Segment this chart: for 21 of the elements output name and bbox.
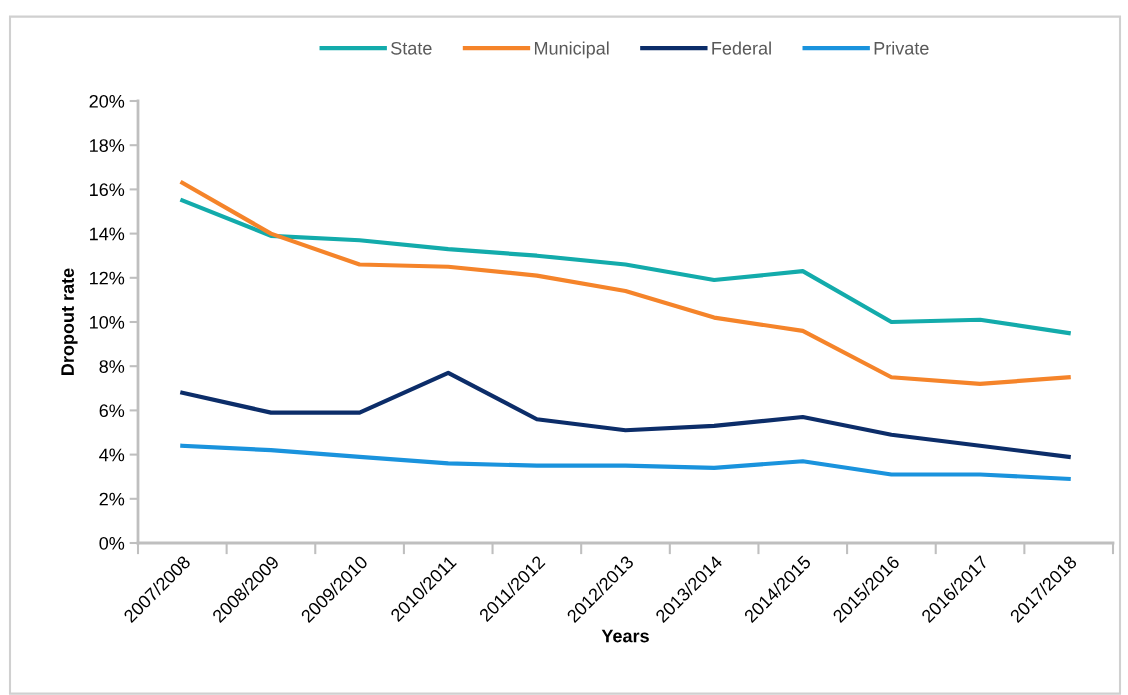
y-tick-label: 12%	[90, 271, 125, 285]
y-tick-label: 6%	[99, 404, 125, 418]
y-tick-label: 14%	[90, 227, 125, 241]
y-tick-label: 2%	[99, 492, 125, 506]
legend-label: Federal	[712, 41, 771, 55]
legend-label: Private	[874, 41, 929, 55]
y-tick-label: 20%	[89, 94, 125, 108]
y-tick-label: 0%	[99, 536, 125, 550]
y-tick-label: 18%	[90, 139, 125, 152]
y-tick-label: 4%	[99, 448, 125, 462]
y-tick-label: 8%	[99, 360, 125, 373]
y-tick-label: 16%	[90, 183, 125, 197]
line-series	[180, 370, 1071, 459]
x-axis-title: Years	[601, 629, 649, 643]
line-series	[180, 180, 1071, 386]
line-series	[180, 198, 1071, 336]
legend-label: Municipal	[534, 41, 609, 59]
y-axis-title: Dropout rate	[61, 268, 78, 375]
legend-label: State	[391, 41, 432, 55]
y-tick-label: 10%	[90, 315, 125, 329]
line-series	[180, 443, 1071, 481]
